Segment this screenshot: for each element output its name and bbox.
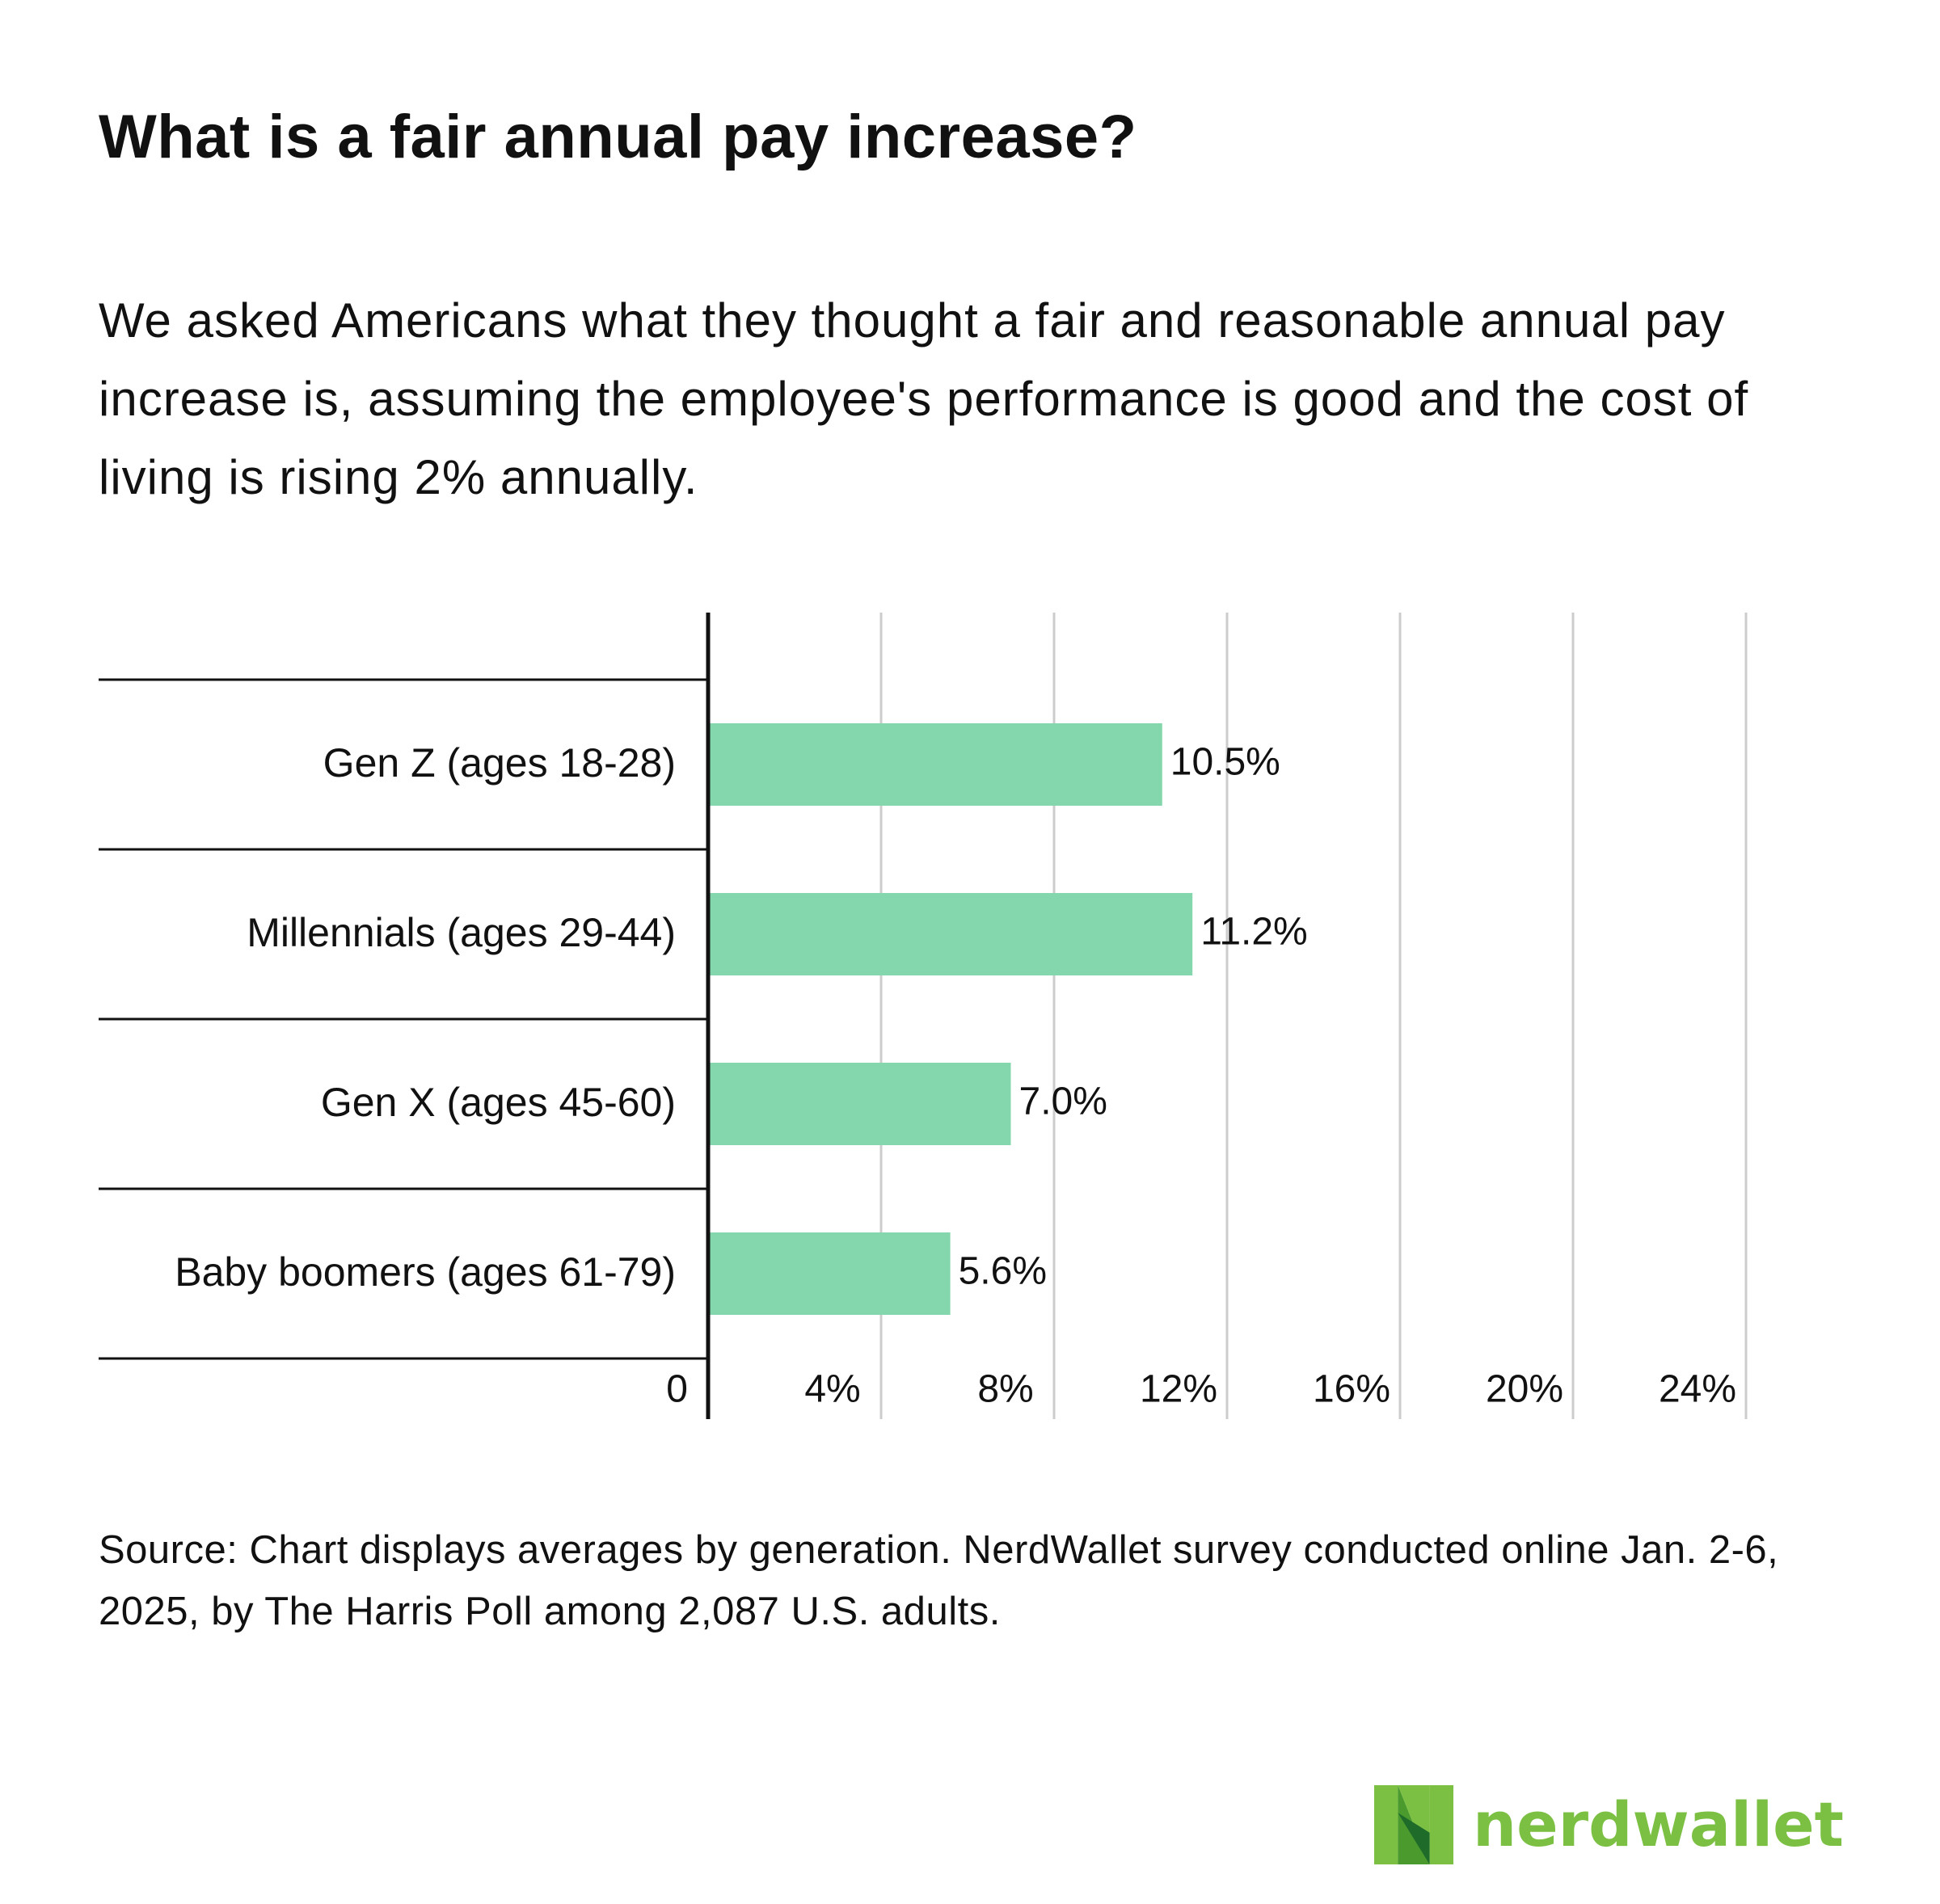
x-tick-label: 12% xyxy=(1140,1368,1217,1411)
category-separators xyxy=(99,678,708,1360)
bar-value-label: 10.5% xyxy=(1170,741,1280,784)
x-tick-label: 4% xyxy=(804,1368,860,1411)
chart-title: What is a fair annual pay increase? xyxy=(99,103,1137,171)
category-labels: Gen Z (ages 18-28) Millennials (ages 29-4… xyxy=(175,740,676,1295)
chart-subtitle: We asked Americans what they thought a f… xyxy=(99,293,1749,504)
x-tick-label: 24% xyxy=(1659,1368,1736,1411)
x-tick-label: 20% xyxy=(1486,1368,1563,1411)
source-note: Source: Chart displays averages by gener… xyxy=(99,1528,1779,1633)
bar xyxy=(710,893,1193,975)
bar xyxy=(710,723,1162,806)
x-tick-label: 8% xyxy=(977,1368,1033,1411)
bar-value-label: 5.6% xyxy=(959,1250,1047,1293)
category-label: Millennials (ages 29-44) xyxy=(247,910,676,955)
x-tick-label: 16% xyxy=(1313,1368,1390,1411)
x-tick-label: 0 xyxy=(666,1368,688,1411)
category-label: Gen X (ages 45-60) xyxy=(321,1080,676,1125)
nerdwallet-logo: nerdwallet xyxy=(1374,1784,1844,1865)
bar xyxy=(710,1063,1011,1145)
nerdwallet-logo-text: nerdwallet xyxy=(1473,1788,1845,1860)
bar-value-label: 11.2% xyxy=(1200,911,1308,954)
category-label: Gen Z (ages 18-28) xyxy=(323,740,676,786)
bar-value-label: 7.0% xyxy=(1019,1080,1107,1123)
bars xyxy=(710,723,1193,1315)
bar xyxy=(710,1232,951,1315)
category-label: Baby boomers (ages 61-79) xyxy=(175,1249,676,1295)
x-tick-labels: 0 4% 8% 12% 16% 20% 24% xyxy=(666,1368,1736,1411)
nerdwallet-logo-icon xyxy=(1374,1785,1453,1864)
bar-value-labels: 10.5% 11.2% 7.0% 5.6% xyxy=(959,741,1308,1293)
